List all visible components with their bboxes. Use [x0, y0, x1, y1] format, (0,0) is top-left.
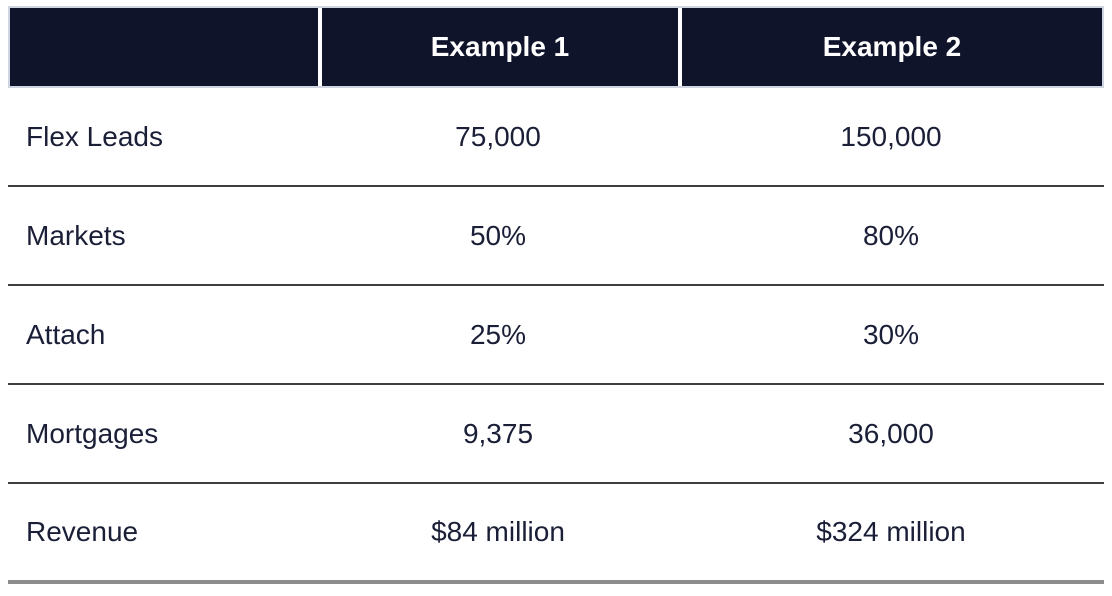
header-corner-cell — [10, 8, 318, 86]
row-value-example-2: $324 million — [816, 516, 966, 547]
table-row-revenue: Revenue $84 million $324 million — [8, 484, 1104, 584]
row-value-example-1: 75,000 — [455, 120, 541, 152]
row-value-example-1: $84 million — [431, 516, 565, 547]
row-label: Flex Leads — [26, 120, 163, 152]
row-value-example-2: 30% — [862, 318, 920, 350]
row-value-example-2: 150,000 — [840, 120, 942, 152]
row-value-example-1: 9,375 — [462, 417, 534, 449]
row-label: Attach — [26, 318, 106, 350]
table-row-mortgages: Mortgages 9,375 36,000 — [8, 385, 1104, 484]
row-value-example-1: 25% — [469, 318, 527, 350]
row-value-example-2: 80% — [862, 219, 920, 251]
row-value-example-1: 50% — [469, 219, 527, 251]
table-header-row: Example 1 Example 2 — [8, 6, 1104, 88]
row-label: Markets — [26, 219, 126, 251]
row-label: Revenue — [26, 516, 139, 547]
table-row-flex-leads: Flex Leads 75,000 150,000 — [8, 88, 1104, 187]
row-value-example-2: 36,000 — [848, 417, 934, 449]
table-row-attach: Attach 25% 30% — [8, 286, 1104, 385]
comparison-table: Example 1 Example 2 Flex Leads 75,000 15… — [8, 6, 1104, 584]
header-cell-example-2: Example 2 — [678, 8, 1102, 86]
row-label: Mortgages — [26, 417, 159, 449]
table-row-markets: Markets 50% 80% — [8, 187, 1104, 286]
header-cell-example-1: Example 1 — [318, 8, 678, 86]
